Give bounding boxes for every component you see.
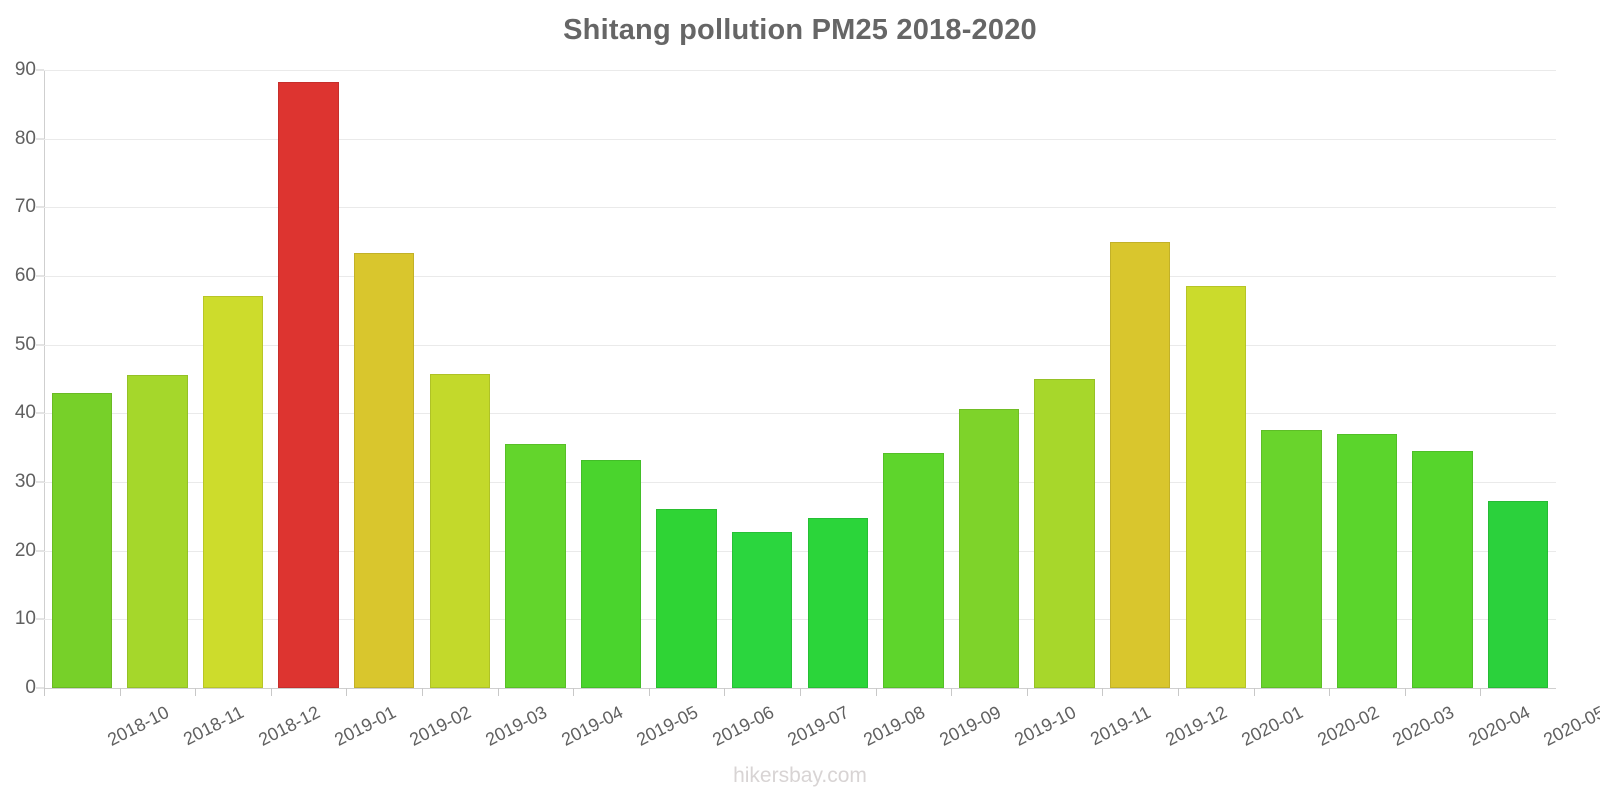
bar[interactable] — [807, 518, 869, 688]
bar[interactable] — [656, 508, 717, 688]
x-axis-tick-label: 2019-10 — [1011, 702, 1080, 750]
y-axis-tick-mark — [36, 206, 44, 208]
bar[interactable] — [1487, 500, 1549, 688]
x-axis-tick-mark — [1253, 688, 1255, 696]
y-axis-tick-label: 50 — [14, 333, 36, 355]
y-axis-tick-label: 80 — [14, 127, 36, 149]
x-axis-tick-label: 2019-02 — [406, 702, 475, 750]
bar[interactable] — [127, 374, 188, 688]
x-axis-tick-label: 2020-03 — [1389, 702, 1458, 750]
gridline — [44, 413, 1556, 415]
x-axis-tick-mark — [875, 688, 877, 696]
x-axis-tick-label: 2019-03 — [482, 702, 551, 750]
gridline — [44, 344, 1556, 346]
y-axis-tick-label: 0 — [25, 677, 36, 698]
x-axis-tick-label: 2019-04 — [557, 702, 626, 750]
bar[interactable] — [505, 444, 566, 688]
gridline — [44, 70, 1556, 71]
x-axis-tick-label: 2020-01 — [1238, 702, 1307, 750]
bar[interactable] — [1336, 433, 1398, 688]
y-axis-tick-mark — [36, 275, 44, 277]
x-axis-tick-label: 2019-11 — [1086, 702, 1154, 750]
y-axis-tick-label: 10 — [14, 608, 36, 630]
y-axis-tick-label: 20 — [14, 539, 36, 561]
y-axis-tick-mark — [36, 344, 44, 346]
x-axis-tick-mark — [119, 688, 121, 696]
bar[interactable] — [580, 460, 642, 688]
bar[interactable] — [353, 252, 415, 688]
y-axis-tick-mark — [36, 412, 44, 414]
bar[interactable] — [1261, 429, 1322, 688]
x-axis-tick-label: 2019-07 — [784, 702, 853, 750]
x-axis-tick-label: 2020-02 — [1313, 702, 1382, 750]
x-axis-tick-label: 2019-12 — [1162, 702, 1231, 750]
y-axis-tick-mark — [36, 69, 44, 71]
x-axis-tick-mark — [1404, 688, 1406, 696]
x-axis-tick-label: 2020-04 — [1464, 702, 1533, 750]
gridline — [44, 138, 1556, 140]
x-axis-tick-label: 2018-12 — [255, 702, 324, 750]
y-axis-tick-mark — [36, 687, 44, 689]
x-axis-tick-label: 2019-01 — [330, 702, 399, 750]
x-axis-tick-mark — [1026, 688, 1028, 696]
bar[interactable] — [883, 453, 944, 688]
x-axis-tick-label: 2020-05 — [1540, 702, 1600, 750]
x-axis-tick-mark — [346, 688, 348, 696]
y-axis-tick-mark — [36, 481, 44, 483]
gridline — [44, 276, 1556, 277]
x-axis-tick-label: 2019-05 — [633, 702, 702, 750]
x-axis-tick-mark — [648, 688, 650, 696]
x-axis-tick-mark — [44, 688, 45, 696]
bar[interactable] — [958, 409, 1020, 688]
gridline — [44, 619, 1556, 621]
gridline — [44, 550, 1556, 552]
x-axis-tick-mark — [195, 688, 197, 696]
x-axis-tick-mark — [951, 688, 953, 696]
x-axis-tick-mark — [1329, 688, 1331, 696]
x-axis-tick-mark — [1102, 688, 1104, 696]
x-axis-tick-label: 2019-09 — [935, 702, 1004, 750]
bar[interactable] — [202, 295, 264, 688]
y-axis-tick-label: 40 — [14, 402, 36, 424]
y-axis: 0 10 20 30 40 50 60 70 80 90 — [0, 59, 44, 698]
bar[interactable] — [1109, 241, 1171, 688]
bar-series — [44, 70, 1556, 688]
gridline — [44, 482, 1556, 483]
y-axis-tick-mark — [36, 550, 44, 552]
x-axis-tick-label: 2018-11 — [179, 702, 247, 750]
x-axis-tick-mark — [497, 688, 499, 696]
x-axis-tick-mark — [724, 688, 726, 696]
x-axis-tick-mark — [1178, 688, 1179, 696]
x-axis-tick-label: 2019-06 — [708, 702, 777, 750]
bar[interactable] — [1034, 379, 1095, 688]
y-axis-tick-label: 60 — [14, 265, 36, 286]
bar[interactable] — [731, 532, 793, 688]
y-axis-tick-mark — [36, 138, 44, 140]
bar[interactable] — [278, 82, 339, 688]
x-axis-tick-label: 2018-10 — [104, 702, 173, 750]
chart-title: Shitang pollution PM25 2018-2020 — [563, 14, 1037, 46]
bar[interactable] — [1185, 285, 1247, 688]
x-axis-tick-mark — [422, 688, 423, 696]
x-axis-tick-mark — [800, 688, 801, 696]
x-axis-tick-mark — [573, 688, 575, 696]
gridline — [44, 207, 1556, 209]
footer-watermark: hikersbay.com — [733, 764, 867, 787]
y-axis-tick-mark — [36, 618, 44, 620]
x-axis-tick-label: 2019-08 — [860, 702, 929, 750]
bar[interactable] — [1412, 451, 1473, 688]
x-axis: 2018-10 2018-11 2018-12 2019-01 2019-02 2019-… — [44, 688, 1600, 800]
x-axis-tick-mark — [270, 688, 272, 696]
bar[interactable] — [51, 392, 113, 688]
bar[interactable] — [429, 374, 491, 688]
y-axis-tick-label: 30 — [14, 471, 36, 492]
plot-area — [44, 70, 1556, 688]
y-axis-tick-label: 70 — [14, 196, 36, 218]
x-axis-tick-mark — [1480, 688, 1482, 696]
y-axis-line — [44, 70, 45, 689]
y-axis-tick-label: 90 — [14, 59, 36, 80]
